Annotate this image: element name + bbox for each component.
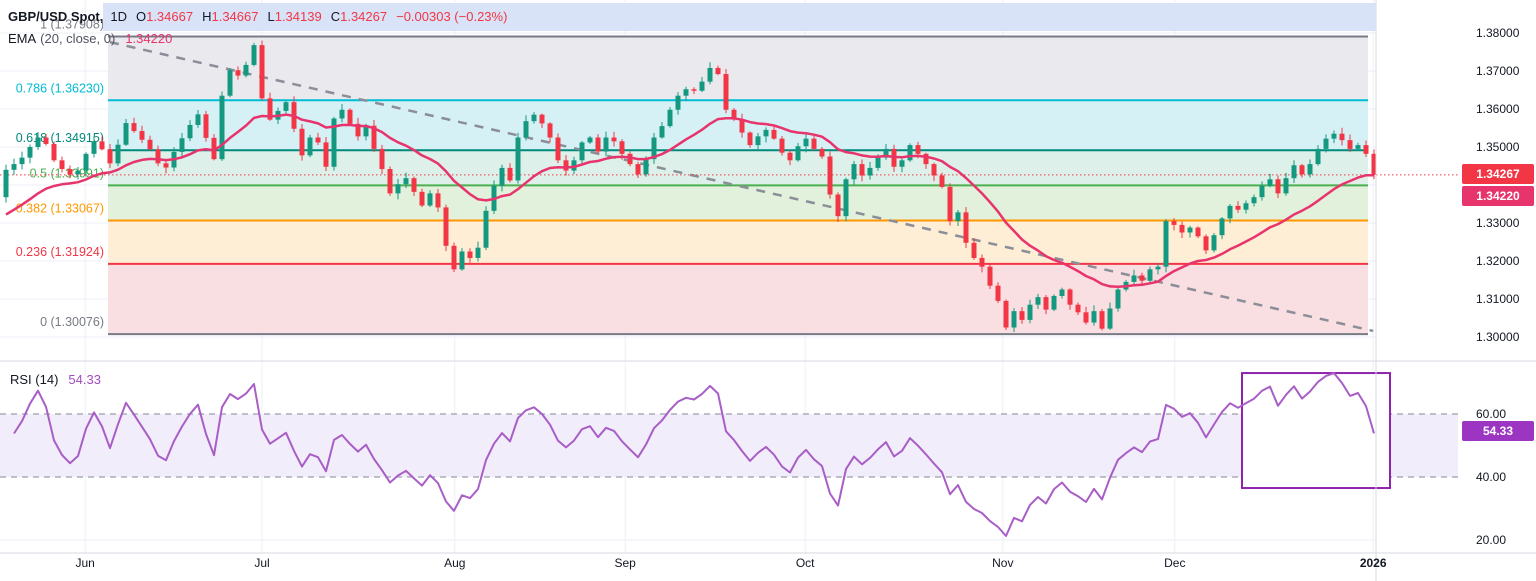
ema-line xyxy=(5,113,1374,288)
fib-level-label: 0.618 (1.34915) xyxy=(16,131,104,145)
trendline-drawing[interactable] xyxy=(109,40,1374,333)
fib-level-label: 0.5 (1.33991) xyxy=(30,166,104,180)
fib-level-label: 1 (1.37908) xyxy=(40,17,104,31)
rsi-highlight-rectangle[interactable] xyxy=(1241,372,1391,490)
fib-level-label: 0.382 (1.33067) xyxy=(16,201,104,215)
rsi-pane xyxy=(0,372,1458,537)
fib-level-label: 0 (1.30076) xyxy=(40,315,104,329)
fib-level-label: 0.786 (1.36230) xyxy=(16,81,104,95)
fib-level-label: 0.236 (1.31924) xyxy=(16,245,104,259)
rsi-line xyxy=(13,372,1375,537)
